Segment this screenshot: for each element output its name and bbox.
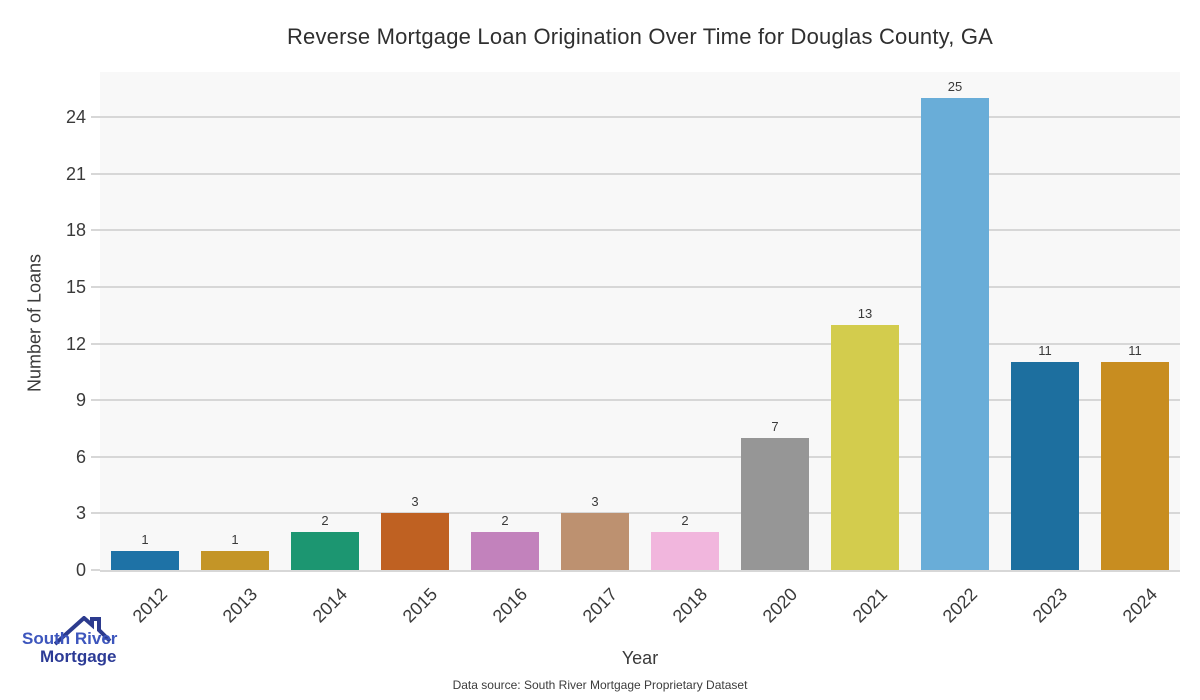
bar-value-label: 3 bbox=[411, 494, 419, 510]
bar-value-label: 2 bbox=[321, 513, 329, 529]
gridline bbox=[100, 512, 1180, 515]
y-tick-mark bbox=[91, 116, 100, 118]
y-tick-label: 21 bbox=[65, 163, 86, 184]
gridline bbox=[100, 116, 1180, 118]
y-axis-title: Number of Loans bbox=[24, 253, 45, 393]
x-tick-label: 2015 bbox=[398, 584, 442, 627]
y-tick-label: 3 bbox=[75, 503, 86, 524]
y-tick-mark bbox=[91, 512, 100, 515]
bar-value-label: 13 bbox=[857, 305, 873, 321]
x-tick-label: 2020 bbox=[758, 584, 802, 627]
logo-text-line2: Mortgage bbox=[40, 647, 117, 666]
x-axis-line bbox=[100, 570, 1180, 572]
gridline bbox=[100, 172, 1180, 175]
x-axis-title: Year bbox=[621, 648, 659, 668]
bar-2013 bbox=[201, 551, 269, 570]
y-tick-mark bbox=[91, 455, 100, 458]
bar-value-label: 2 bbox=[501, 513, 509, 529]
bar-2012 bbox=[111, 551, 179, 570]
gridline bbox=[100, 455, 1180, 458]
x-tick-label: 2023 bbox=[1028, 584, 1072, 627]
bar-2020 bbox=[741, 437, 809, 570]
y-tick-mark bbox=[91, 229, 100, 232]
y-tick-label: 24 bbox=[65, 107, 86, 127]
bar-value-label: 2 bbox=[681, 513, 689, 529]
bar-2018 bbox=[651, 532, 719, 570]
data-source-note: Data source: South River Mortgage Propri… bbox=[452, 678, 748, 692]
bar-value-label: 11 bbox=[1128, 343, 1142, 359]
y-tick-label: 12 bbox=[65, 333, 86, 354]
house-roof-icon bbox=[54, 616, 112, 646]
bar-2024 bbox=[1101, 362, 1169, 570]
bar-2017 bbox=[561, 513, 629, 570]
x-tick-label: 2013 bbox=[218, 584, 262, 627]
y-tick-label: 6 bbox=[75, 446, 86, 467]
bar-value-label: 7 bbox=[771, 418, 779, 434]
y-tick-label: 18 bbox=[65, 220, 86, 241]
bar-value-label: 1 bbox=[231, 532, 239, 548]
bar-value-label: 25 bbox=[947, 79, 963, 95]
bar-2022 bbox=[921, 98, 989, 570]
bar-value-label: 11 bbox=[1038, 343, 1052, 359]
plot-area: 0 3 6 9 12 15 18 21 24 1 1 2 3 2 3 2 7 13 25 11 11 bbox=[66, 72, 1180, 580]
bar-2016 bbox=[471, 532, 539, 570]
y-tick-mark bbox=[91, 342, 100, 345]
x-tick-label: 2016 bbox=[488, 584, 532, 627]
bar-2023 bbox=[1011, 362, 1079, 570]
y-tick-label: 15 bbox=[65, 276, 86, 297]
bar-value-label: 1 bbox=[141, 532, 149, 548]
x-tick-label: 2018 bbox=[668, 584, 712, 627]
y-tick-mark bbox=[91, 172, 100, 175]
south-river-mortgage-logo: South River Mortgage bbox=[18, 614, 148, 694]
gridline bbox=[100, 229, 1180, 232]
bar-2015 bbox=[381, 513, 449, 570]
gridline bbox=[100, 399, 1180, 402]
chart-title: Reverse Mortgage Loan Origination Over T… bbox=[286, 24, 994, 49]
x-tick-label: 2022 bbox=[938, 584, 982, 627]
y-tick-mark bbox=[91, 399, 100, 402]
bar-value-label: 3 bbox=[591, 494, 599, 510]
x-tick-label: 2017 bbox=[578, 584, 622, 627]
y-tick-mark bbox=[91, 285, 100, 288]
x-tick-label: 2021 bbox=[848, 584, 892, 627]
bar-2014 bbox=[291, 532, 359, 570]
bar-2021 bbox=[831, 324, 899, 570]
x-tick-label: 2014 bbox=[308, 584, 352, 627]
gridline bbox=[100, 342, 1180, 345]
y-tick-label: 9 bbox=[75, 390, 86, 411]
logo-text-line1: South River bbox=[22, 629, 118, 648]
y-tick-mark bbox=[91, 569, 100, 571]
y-tick-label: 0 bbox=[75, 560, 86, 580]
x-tick-label: 2024 bbox=[1118, 584, 1162, 627]
gridline bbox=[100, 285, 1180, 288]
